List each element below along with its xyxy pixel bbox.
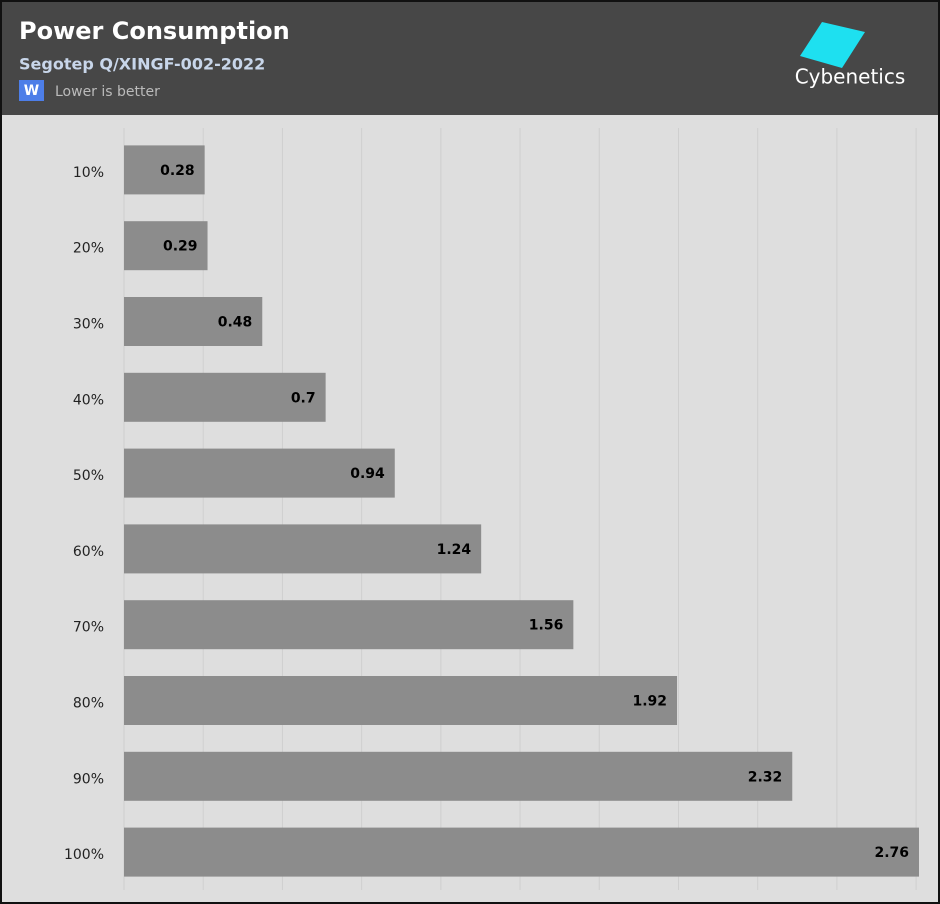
y-tick-label: 10% (73, 165, 104, 181)
value-label: 0.29 (163, 239, 198, 255)
value-label: 0.94 (350, 466, 385, 482)
bar (124, 600, 574, 650)
value-label: 0.28 (160, 163, 195, 179)
header (2, 2, 938, 115)
y-tick-label: 80% (73, 696, 104, 712)
value-label: 1.24 (437, 542, 472, 558)
value-label: 0.48 (218, 315, 253, 331)
note: Lower is better (55, 84, 160, 100)
bar (124, 524, 482, 574)
value-label: 2.32 (748, 769, 783, 785)
y-tick-label: 40% (73, 392, 104, 408)
value-label: 0.7 (291, 390, 316, 406)
y-tick-label: 20% (73, 241, 104, 257)
bar (124, 145, 205, 195)
brand: Cybenetics (795, 65, 906, 89)
y-tick-label: 100% (64, 847, 104, 863)
unit: W (24, 83, 39, 99)
value-label: 2.76 (874, 845, 909, 861)
y-tick-label: 60% (73, 544, 104, 560)
logo-mark (800, 22, 865, 68)
y-tick-label: 50% (73, 468, 104, 484)
value-label: 1.92 (632, 694, 667, 710)
bar (124, 676, 678, 725)
value-label: 1.56 (529, 618, 564, 634)
chart-title: Power Consumption (19, 17, 290, 45)
bar (124, 221, 208, 271)
unit-badge (19, 80, 44, 101)
bar (124, 448, 395, 498)
bar (124, 372, 326, 422)
subtitle: Segotep Q/XINGF-002-2022 (19, 55, 265, 74)
bar (124, 827, 919, 877)
y-tick-label: 30% (73, 317, 104, 333)
bar (124, 297, 263, 346)
y-tick-label: 70% (73, 620, 104, 636)
y-tick-label: 90% (73, 771, 104, 787)
bar (124, 751, 793, 801)
